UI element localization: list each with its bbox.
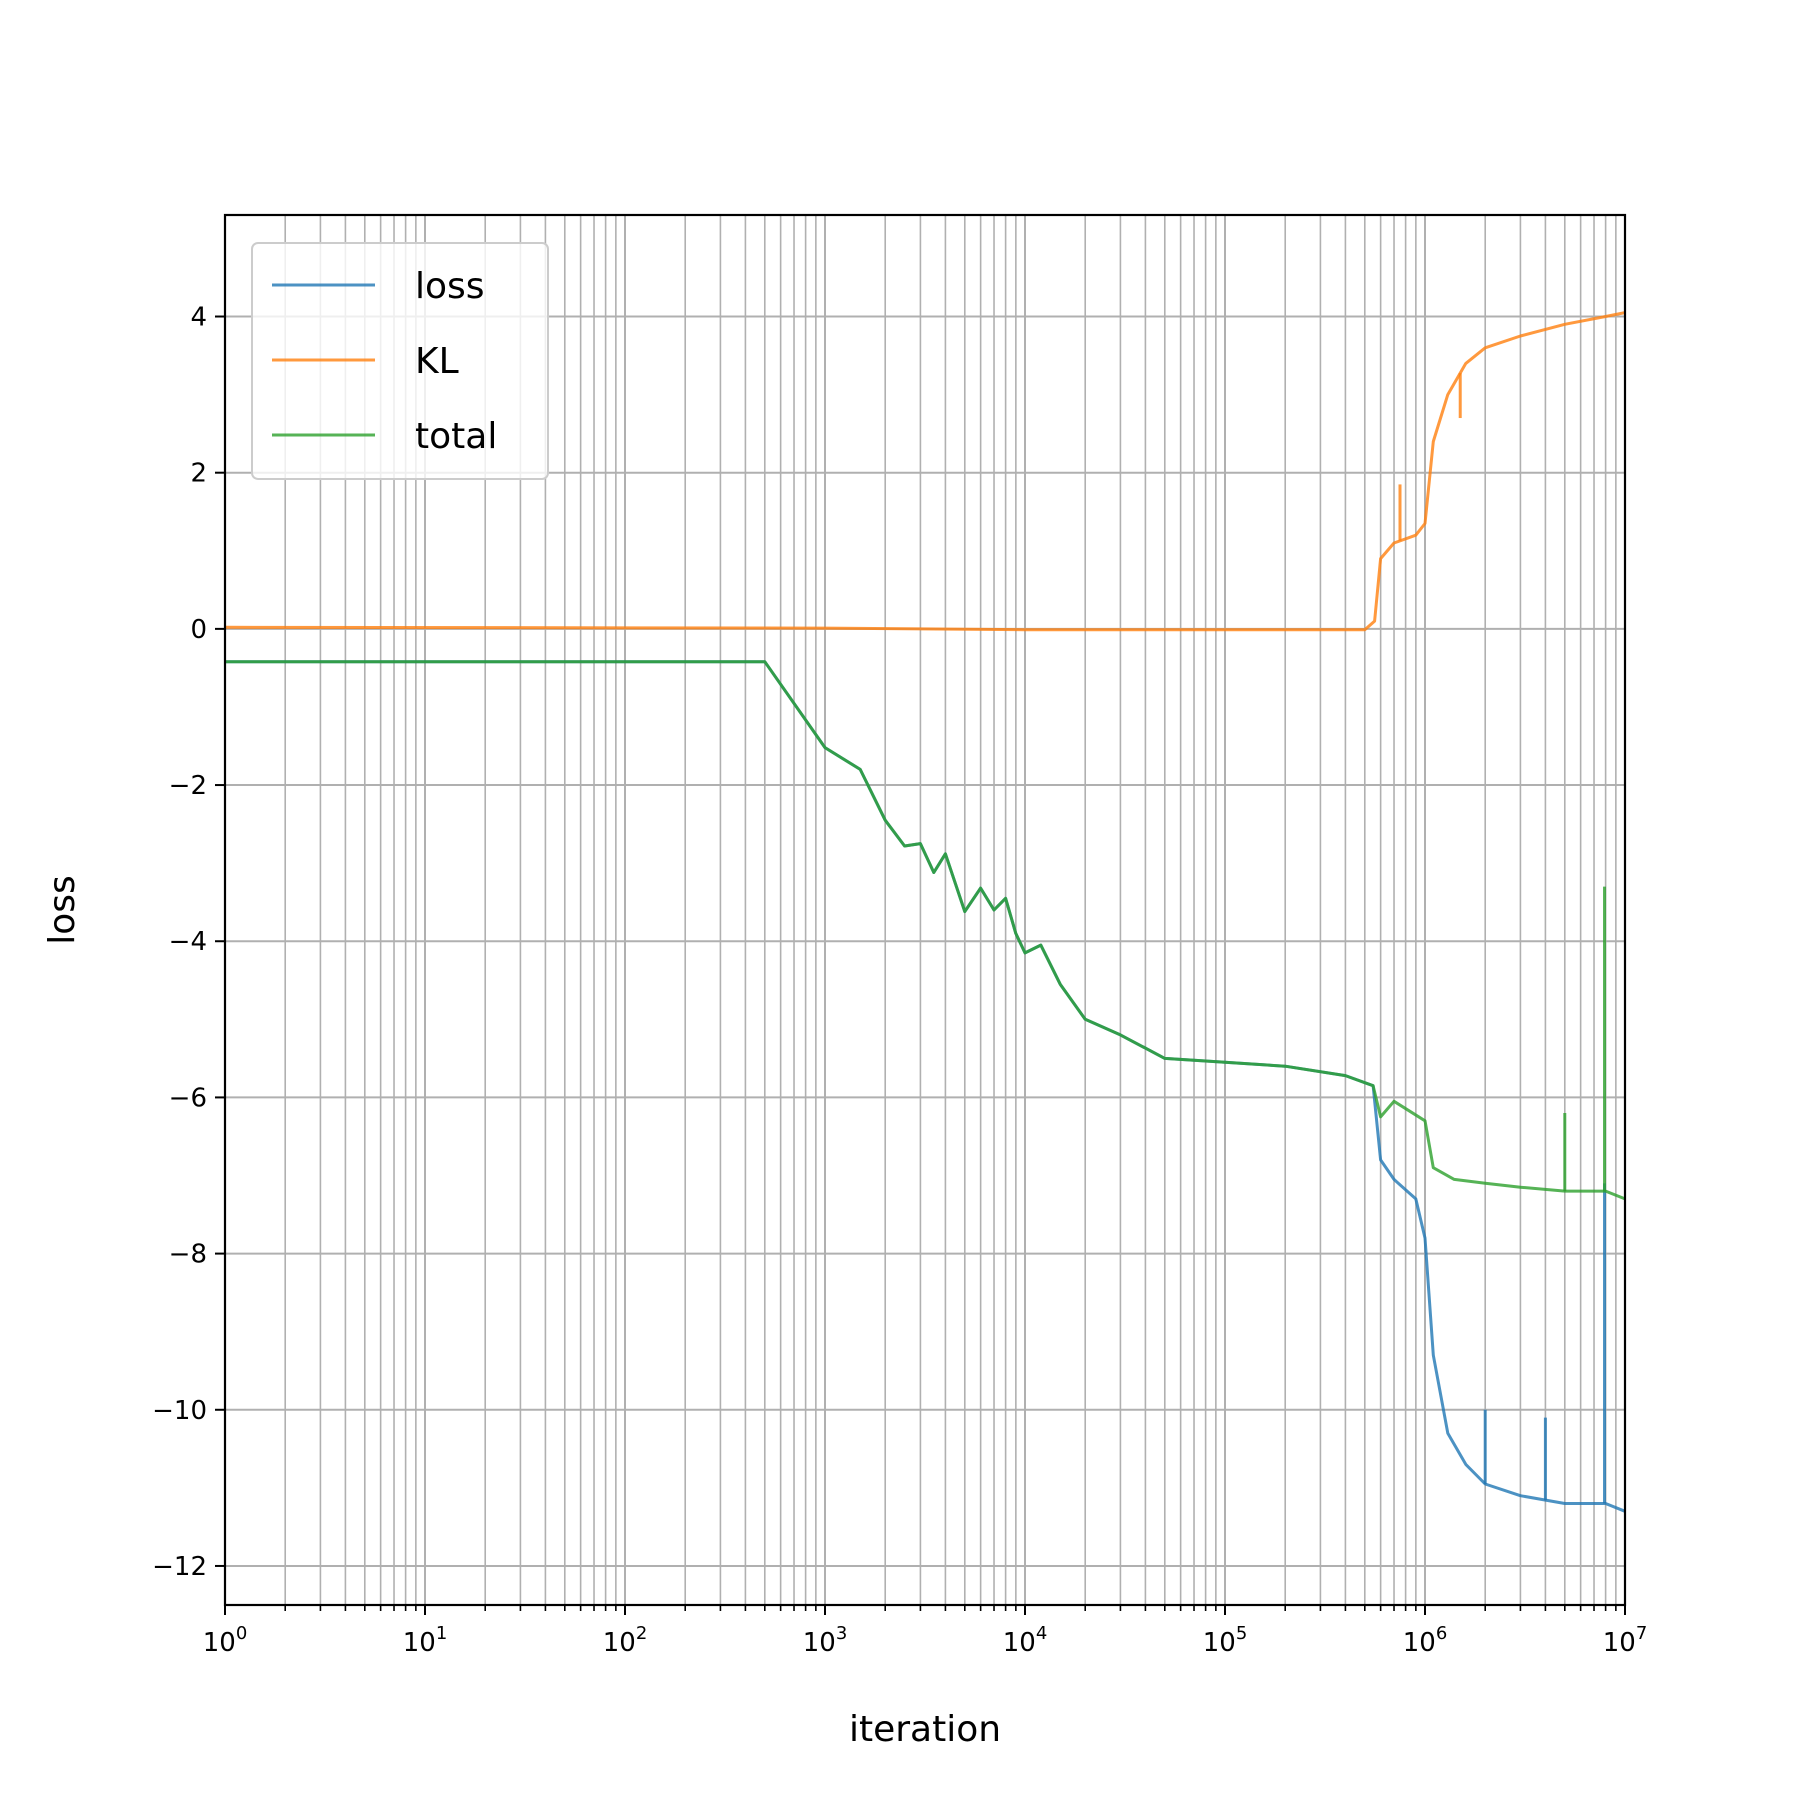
y-tick-label: 0: [190, 615, 207, 645]
x-tick-label: 102: [603, 1623, 648, 1658]
y-axis: 4 2 0 −2 −4 −6 −8 −10 −12: [152, 303, 225, 1582]
x-axis-title: iteration: [849, 1709, 1001, 1750]
y-axis-title: loss: [42, 875, 83, 945]
x-tick-label: 101: [403, 1623, 448, 1658]
y-tick-label: −12: [152, 1552, 207, 1582]
y-tick-label: −8: [169, 1240, 207, 1270]
legend-label-total: total: [415, 416, 497, 457]
legend-box: [251, 242, 549, 480]
legend-label-kl: KL: [415, 341, 459, 382]
x-tick-label: 107: [1603, 1623, 1648, 1658]
x-tick-label: 106: [1403, 1623, 1448, 1658]
y-tick-label: −2: [169, 771, 207, 801]
legend: loss KL total: [251, 242, 549, 480]
x-tick-label: 105: [1203, 1623, 1248, 1658]
x-tick-label: 100: [203, 1623, 248, 1658]
series-line-kl: [225, 311, 1625, 632]
x-axis: 100 101 102 103 104 105 106 107: [203, 1605, 1648, 1658]
series-layer: [225, 311, 1625, 1513]
y-tick-label: −6: [169, 1083, 207, 1113]
y-tick-label: −10: [152, 1396, 207, 1426]
x-tick-label: 104: [1003, 1623, 1048, 1658]
plot-frame: [223, 213, 1627, 1607]
y-tick-label: −4: [169, 927, 207, 957]
x-tick-label: 103: [803, 1623, 848, 1658]
legend-label-loss: loss: [415, 266, 485, 307]
y-tick-label: 2: [190, 459, 207, 489]
y-tick-label: 4: [190, 303, 207, 333]
series-line-total: [225, 660, 1625, 1201]
